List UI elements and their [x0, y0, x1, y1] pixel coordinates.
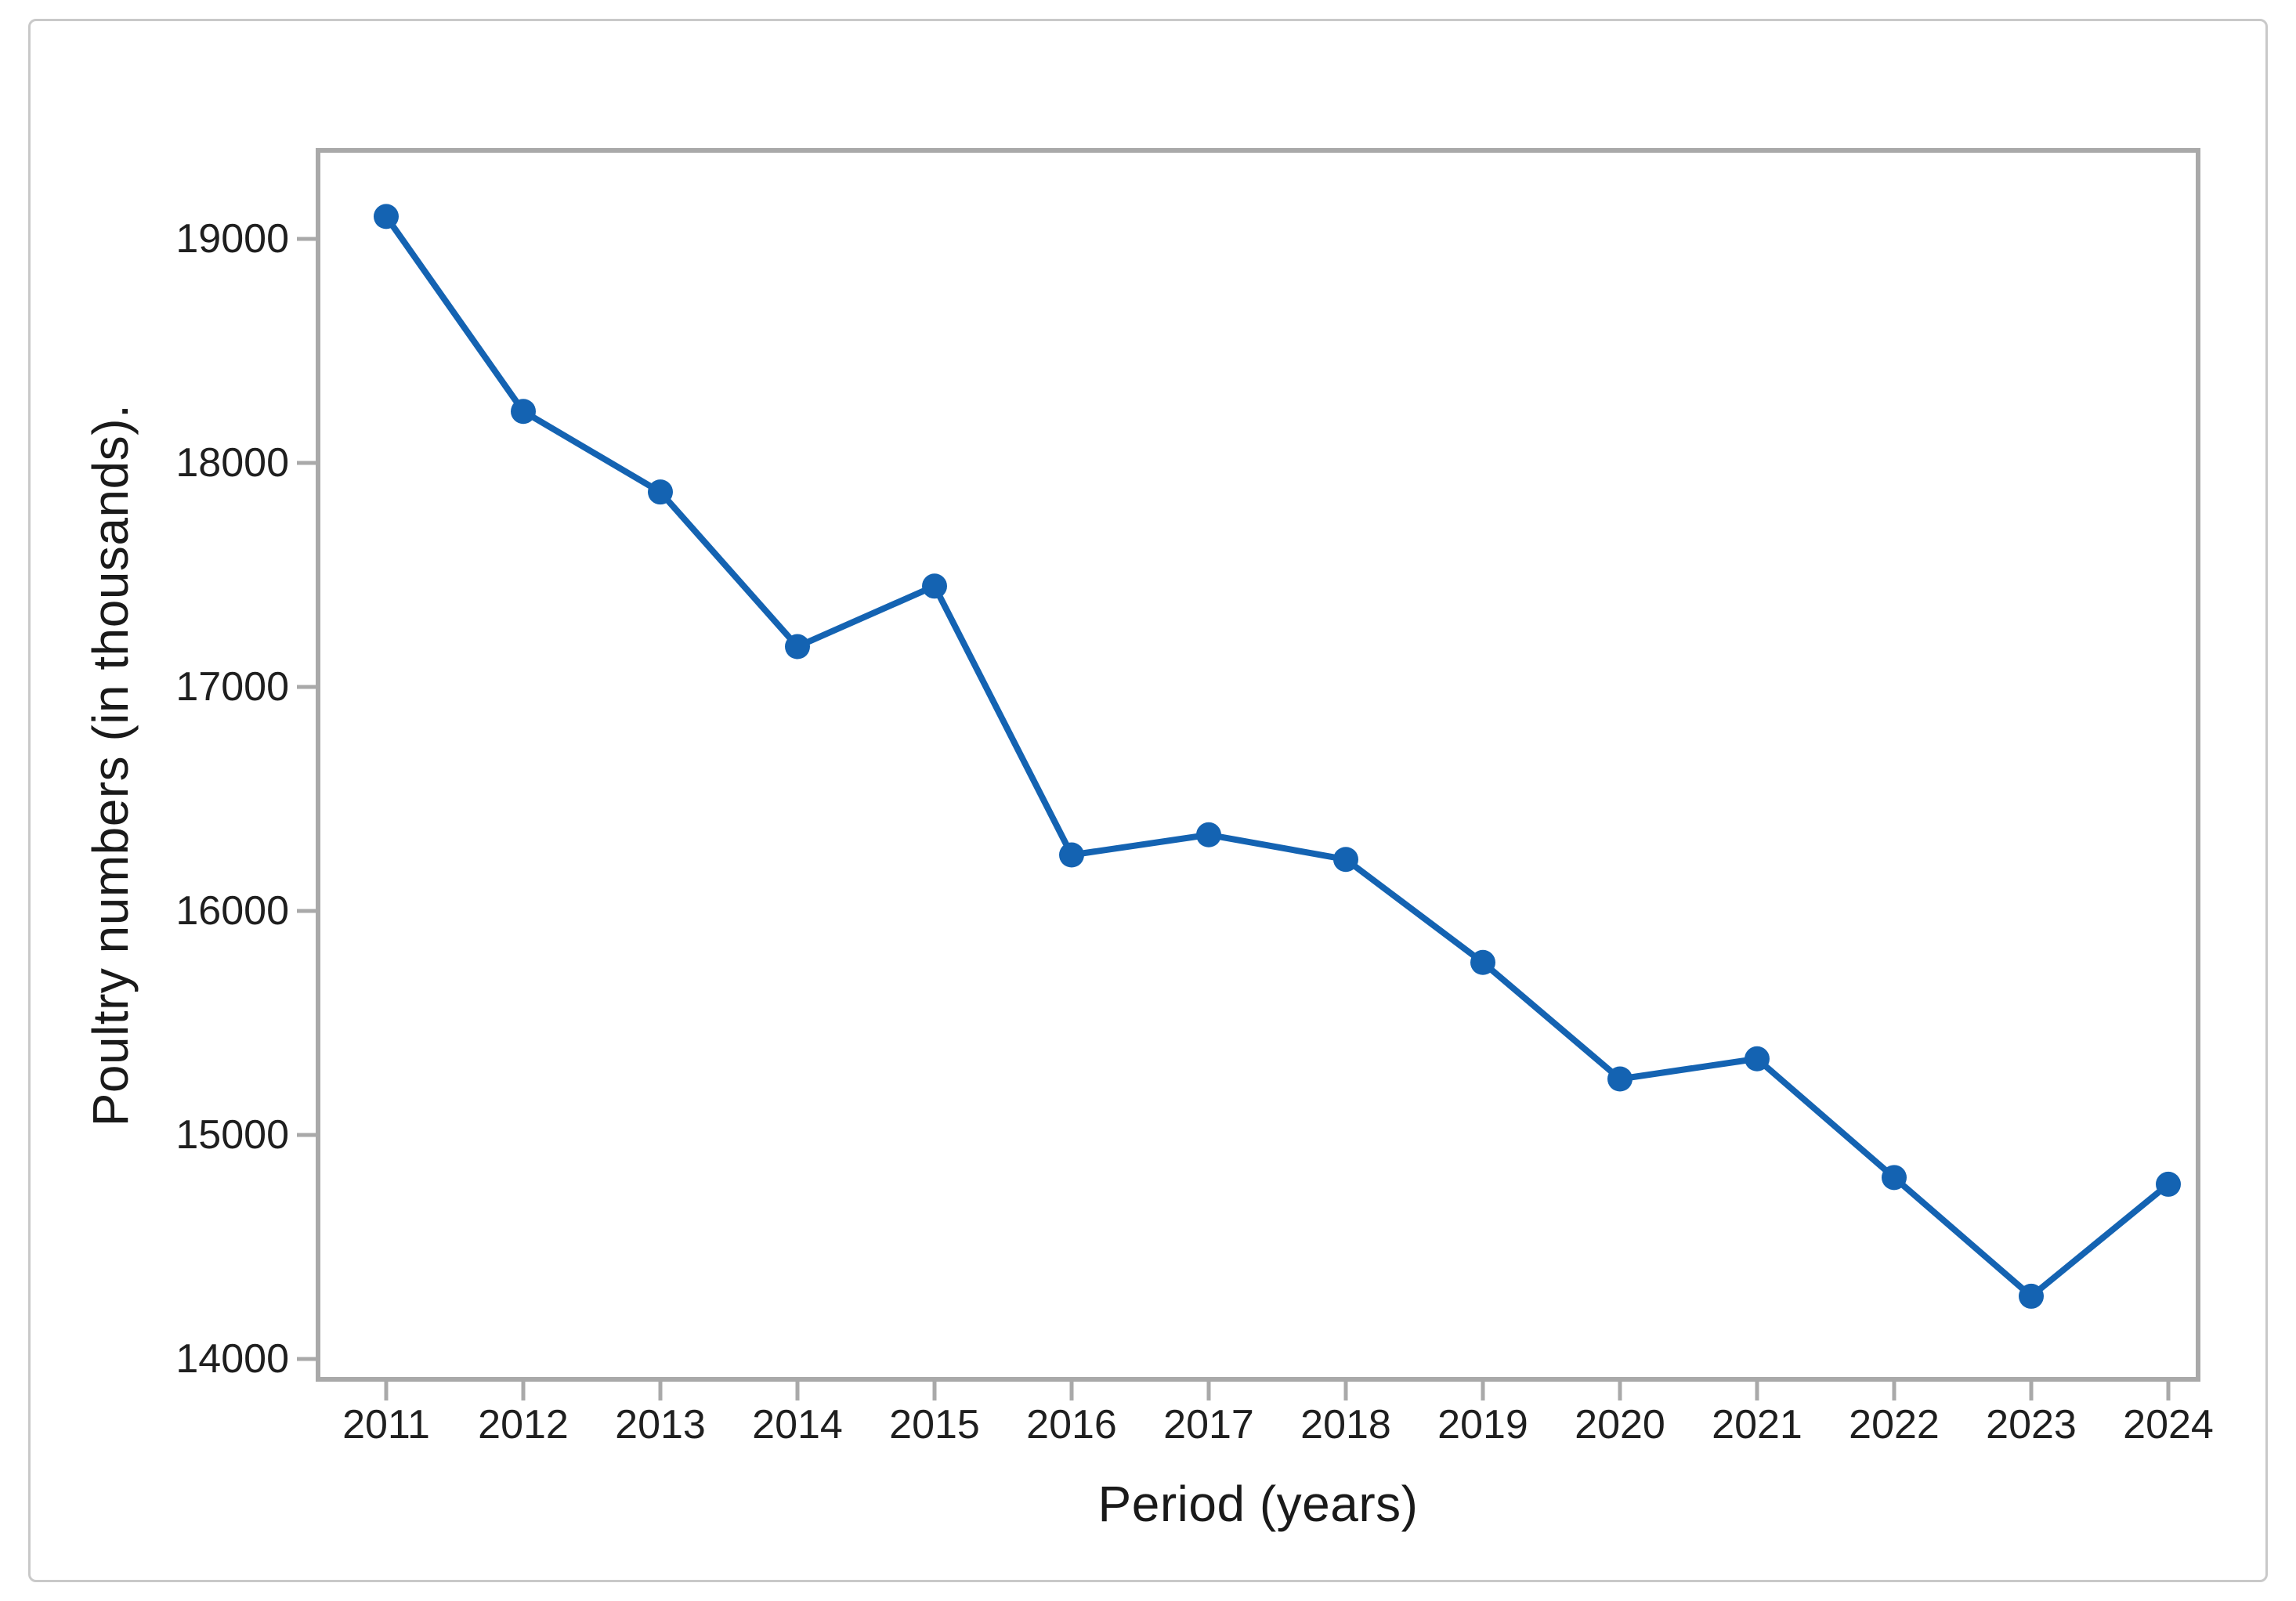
x-tick-label: 2021	[1712, 1402, 1802, 1447]
data-point	[1470, 949, 1495, 975]
x-tick-label: 2020	[1575, 1402, 1665, 1447]
x-tick-label: 2016	[1026, 1402, 1117, 1447]
x-tick-label: 2013	[615, 1402, 706, 1447]
y-tick-label: 16000	[175, 888, 289, 934]
x-tick-label: 2022	[1849, 1402, 1940, 1447]
x-tick-label: 2017	[1163, 1402, 1254, 1447]
x-tick-label: 2019	[1437, 1402, 1528, 1447]
y-tick-label: 14000	[175, 1336, 289, 1382]
data-point	[1333, 847, 1358, 873]
chart-card: 14000 15000 16000 17000 18000 19000 2011 2012 20…	[28, 19, 2268, 1582]
x-tick-label: 2023	[1986, 1402, 2077, 1447]
line-chart: 14000 15000 16000 17000 18000 19000 2011 2012 20…	[175, 148, 2214, 1447]
data-point	[2019, 1283, 2044, 1309]
y-tick-label: 17000	[175, 664, 289, 710]
y-tick-label: 15000	[175, 1112, 289, 1158]
data-point	[1882, 1165, 1907, 1191]
x-tick-label: 2012	[478, 1402, 569, 1447]
data-point	[1059, 842, 1084, 868]
x-tick-label: 2018	[1300, 1402, 1391, 1447]
y-tick-label: 18000	[175, 440, 289, 486]
data-point	[922, 573, 947, 599]
data-point	[374, 204, 399, 229]
x-tick-label: 2014	[752, 1402, 843, 1447]
data-point	[785, 634, 810, 660]
x-tick-label: 2015	[889, 1402, 980, 1447]
x-tick-label: 2011	[342, 1402, 430, 1447]
y-tick-label: 19000	[175, 216, 289, 262]
data-point	[2156, 1171, 2181, 1197]
data-point	[511, 399, 536, 425]
data-point	[1196, 822, 1221, 847]
y-axis-title: Poultry numbers (in thousands).	[82, 403, 139, 1127]
x-tick-label: 2024	[2123, 1402, 2214, 1447]
data-point	[1607, 1066, 1633, 1092]
x-axis-title: Period (years)	[1097, 1476, 1419, 1532]
data-point	[1745, 1046, 1770, 1072]
data-line	[383, 213, 2171, 1299]
data-point	[648, 479, 673, 505]
